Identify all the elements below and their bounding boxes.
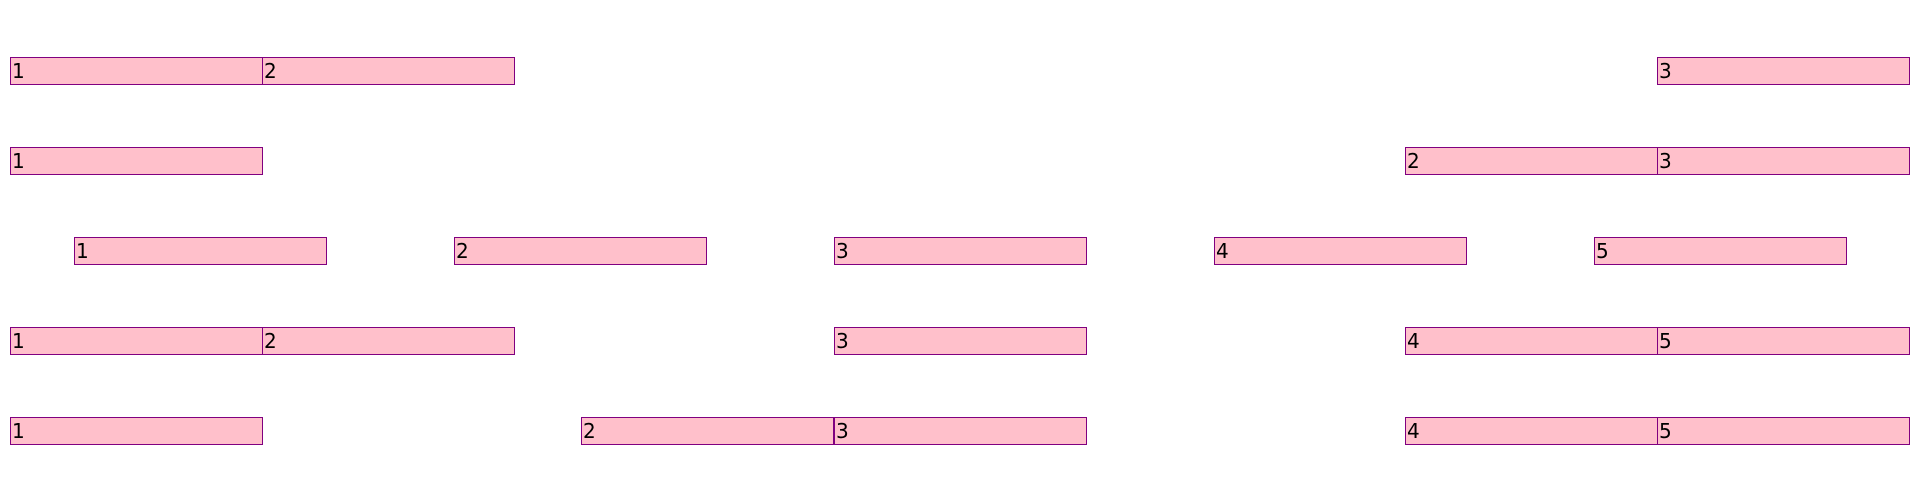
flex-item-5: 5: [1657, 417, 1910, 445]
flex-row-2: 1 2 3: [0, 147, 1915, 175]
flex-row-3: 1 2 3 4 5: [0, 237, 1915, 265]
flex-item-2: 2: [454, 237, 707, 265]
flex-item-1: 1: [10, 417, 263, 445]
flex-item-2: 2: [581, 417, 834, 445]
flex-item-3: 3: [1657, 57, 1910, 85]
flex-item-1: 1: [74, 237, 327, 265]
flex-item-4: 4: [1405, 417, 1658, 445]
flex-item-3: 3: [1657, 147, 1910, 175]
flex-item-3: 3: [834, 417, 1087, 445]
flex-item-1: 1: [10, 327, 263, 355]
flex-item-1: 1: [10, 57, 263, 85]
flex-item-2: 2: [262, 57, 515, 85]
flex-item-2: 2: [262, 327, 515, 355]
flex-item-4: 4: [1214, 237, 1467, 265]
flex-row-4: 1 2 3 4 5: [0, 327, 1915, 355]
flex-item-2: 2: [1405, 147, 1658, 175]
flex-item-4: 4: [1405, 327, 1658, 355]
flex-item-5: 5: [1657, 327, 1910, 355]
flex-item-5: 5: [1594, 237, 1847, 265]
flex-item-3: 3: [834, 327, 1087, 355]
flex-item-3: 3: [834, 237, 1087, 265]
flex-row-5: 1 2 3 4 5: [0, 417, 1915, 445]
flex-row-1: 1 2 3: [0, 57, 1915, 85]
flex-item-1: 1: [10, 147, 263, 175]
